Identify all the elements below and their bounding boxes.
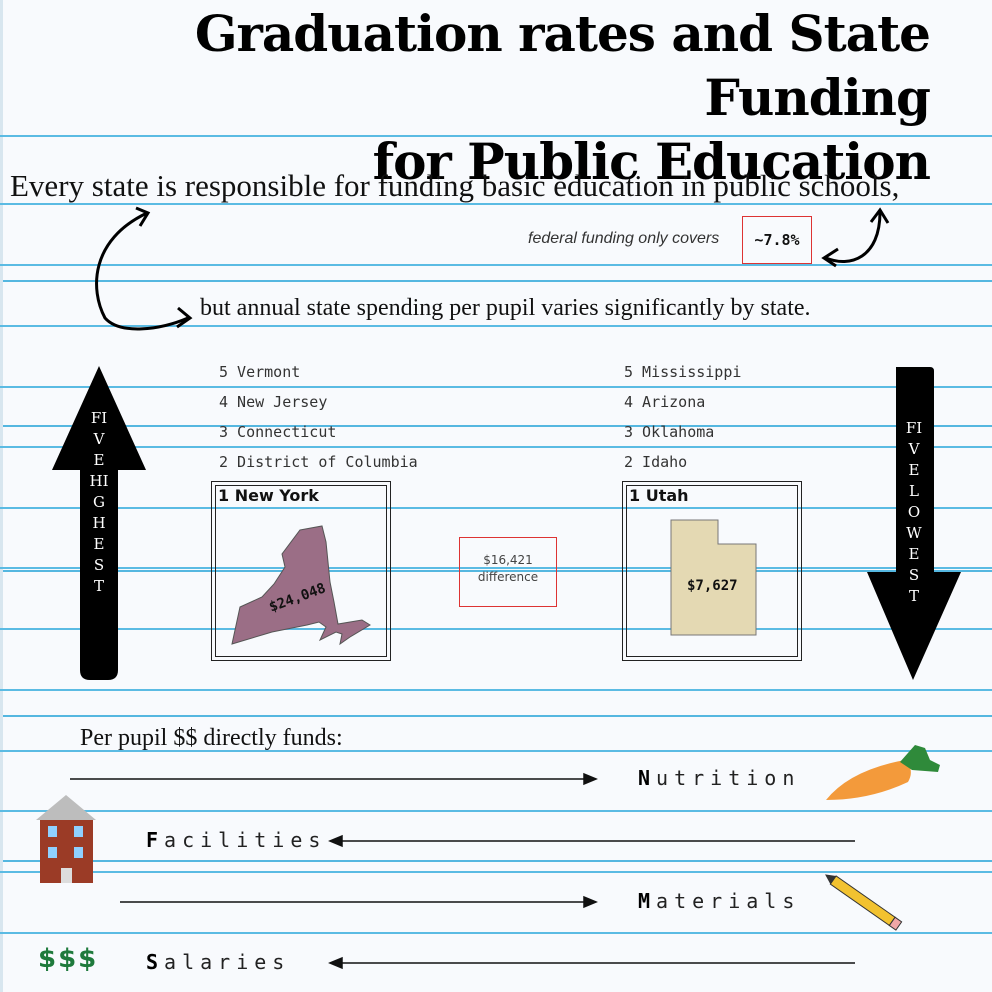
utah-card: 1 Utah $7,627 (622, 481, 802, 661)
curved-arrow-right-head-top (869, 207, 890, 224)
nutrition-arrowhead (583, 772, 598, 786)
salaries-arrowhead (328, 956, 343, 970)
curved-arrow-right (825, 211, 882, 263)
ruled-line (0, 135, 992, 137)
notebook-margin (0, 0, 3, 992)
intro-line-2: but annual state spending per pupil vari… (200, 295, 811, 321)
salaries-text: alaries (164, 950, 291, 974)
nutrition-initial: N (638, 766, 657, 790)
lowest-rank-list: 5 Mississippi 4 Arizona 3 Oklahoma 2 Ida… (624, 357, 741, 477)
federal-funding-value: ~7.8% (754, 231, 800, 249)
utah-value: $7,627 (687, 578, 738, 594)
five-lowest-label: FIVE LOWEST (905, 419, 923, 605)
utah-rank-label: 1 Utah (629, 486, 689, 505)
ruled-line (0, 810, 992, 812)
materials-arrowhead (583, 895, 598, 909)
list-item: 4 New Jersey (219, 393, 328, 411)
curved-arrow-left-head-bottom (176, 306, 193, 329)
ruled-line (0, 750, 992, 752)
ruled-line (0, 932, 992, 934)
materials-label: Materials (638, 889, 800, 913)
page-title: Graduation rates and State Funding for P… (30, 2, 931, 194)
salaries-initial: S (146, 950, 165, 974)
ruled-line (0, 264, 992, 266)
difference-box: $16,421 difference (459, 537, 557, 607)
list-item: 2 Idaho (624, 453, 688, 471)
ruled-line (0, 689, 992, 691)
list-item: 3 Connecticut (219, 423, 337, 441)
new-york-rank-label: 1 New York (218, 486, 319, 505)
list-item: 4 Arizona (624, 393, 706, 411)
five-highest-label: FIVE HIGHEST (89, 409, 109, 595)
ruled-line (0, 628, 992, 630)
facilities-arrowhead (328, 834, 343, 848)
list-item: 5 Vermont (219, 363, 301, 381)
difference-label: difference (477, 570, 539, 584)
nutrition-label: Nutrition (638, 766, 800, 790)
curved-arrow-left (95, 211, 189, 331)
ruled-line (0, 325, 992, 327)
materials-text: aterials (656, 889, 801, 913)
ruled-line (0, 871, 992, 873)
list-item: 2 District of Columbia (219, 453, 418, 471)
federal-funding-note: federal funding only covers (528, 230, 720, 247)
intro-line-1: Every state is responsible for funding b… (10, 168, 900, 203)
federal-funding-box: ~7.8% (742, 216, 812, 264)
utah-map-icon (670, 519, 757, 636)
ruled-line (0, 386, 992, 388)
salaries-label: Salaries (146, 950, 290, 974)
ruled-line (0, 507, 992, 509)
curved-arrow-right-head-bottom (821, 247, 839, 268)
new-york-card: 1 New York $24,048 (211, 481, 391, 661)
ruled-line (0, 567, 992, 569)
facilities-initial: F (146, 828, 165, 852)
dollar-signs-icon: $$$ (38, 944, 99, 974)
new-york-map-icon (231, 525, 371, 646)
ruled-line (0, 446, 992, 448)
nutrition-text: utrition (656, 766, 801, 790)
funds-section-title: Per pupil $$ directly funds: (80, 725, 343, 751)
facilities-text: acilities (164, 828, 327, 852)
list-item: 3 Oklahoma (624, 423, 715, 441)
list-item: 5 Mississippi (624, 363, 742, 381)
curved-arrow-left-head-top (135, 206, 151, 227)
title-line-1: Graduation rates and State Funding (194, 4, 931, 127)
materials-initial: M (638, 889, 657, 913)
difference-value: $16,421 (483, 553, 533, 567)
facilities-label: Facilities (146, 828, 326, 852)
ruled-line (0, 203, 992, 205)
highest-rank-list: 5 Vermont 4 New Jersey 3 Connecticut 2 D… (219, 357, 418, 477)
title-line-2: for Public Education (372, 132, 931, 191)
